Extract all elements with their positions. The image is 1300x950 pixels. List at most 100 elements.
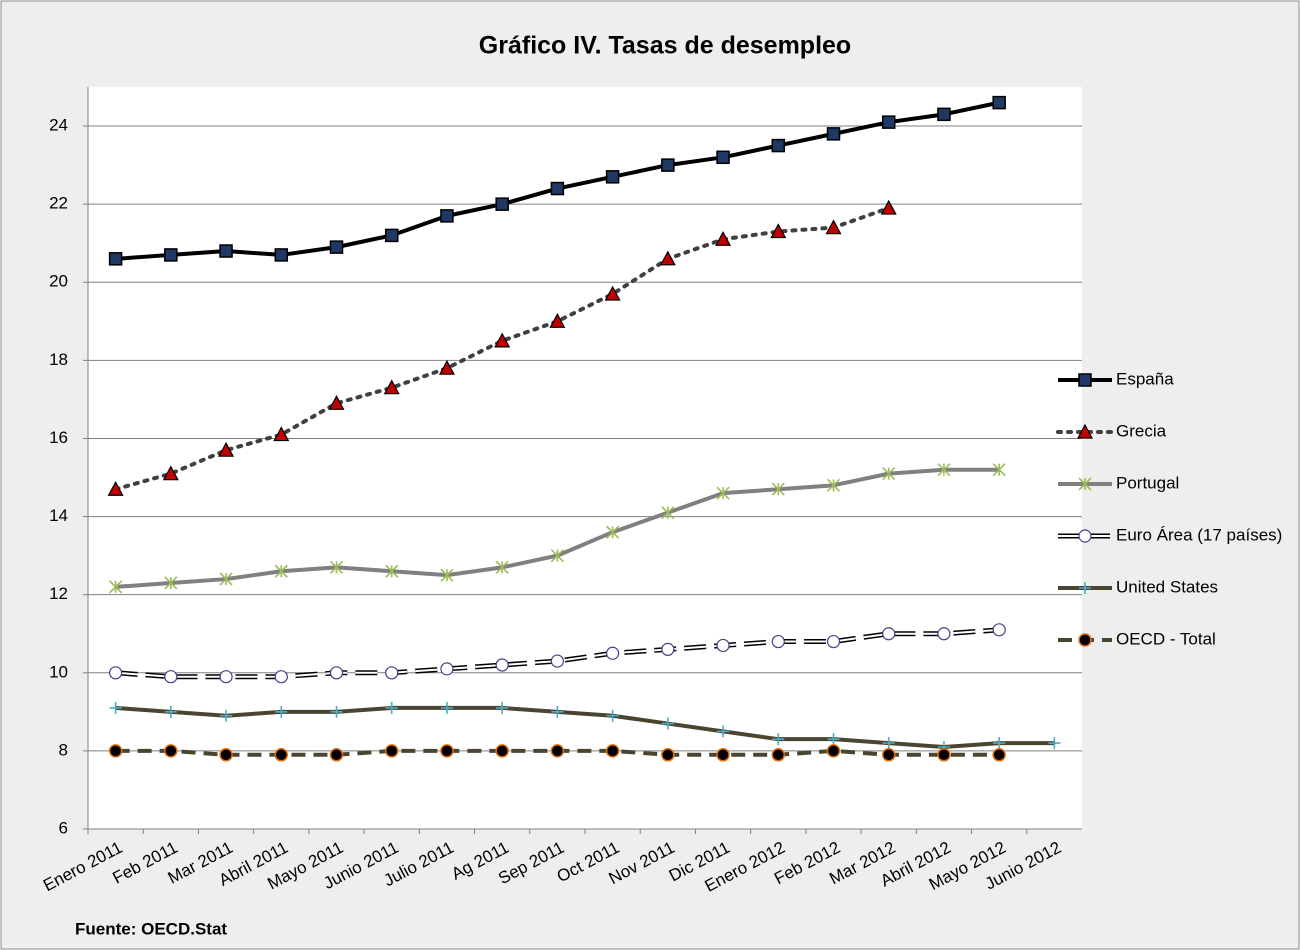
legend-label: España bbox=[1116, 369, 1174, 388]
marker bbox=[384, 228, 399, 243]
y-tick-label: 6 bbox=[59, 818, 68, 837]
marker bbox=[549, 313, 566, 328]
y-tick-label: 12 bbox=[49, 584, 68, 603]
legend-label: Portugal bbox=[1116, 473, 1179, 492]
marker bbox=[328, 395, 345, 410]
marker bbox=[771, 482, 785, 496]
marker bbox=[771, 634, 785, 649]
marker bbox=[274, 748, 289, 762]
marker bbox=[385, 666, 399, 680]
chart-title: Gráfico IV. Tasas de desempleo bbox=[479, 32, 851, 60]
marker bbox=[606, 646, 620, 660]
marker bbox=[993, 737, 1006, 750]
marker bbox=[550, 744, 565, 758]
marker bbox=[937, 107, 951, 122]
legend-marker bbox=[1076, 423, 1094, 439]
marker bbox=[715, 231, 732, 246]
marker bbox=[772, 733, 785, 746]
legend-marker bbox=[1079, 582, 1091, 594]
y-tick-label: 20 bbox=[49, 272, 68, 291]
marker bbox=[496, 701, 509, 714]
marker bbox=[108, 744, 123, 758]
marker bbox=[219, 748, 233, 762]
marker bbox=[164, 576, 178, 590]
marker bbox=[220, 709, 233, 722]
marker bbox=[992, 463, 1006, 477]
legend-label: Grecia bbox=[1116, 421, 1167, 440]
marker bbox=[494, 332, 511, 348]
marker bbox=[882, 467, 896, 481]
marker bbox=[330, 705, 343, 718]
legend-label: OECD - Total bbox=[1116, 629, 1216, 648]
marker bbox=[717, 725, 730, 738]
legend-marker bbox=[1078, 477, 1092, 491]
legend-marker bbox=[1078, 373, 1092, 387]
marker bbox=[329, 560, 344, 574]
marker bbox=[937, 627, 951, 641]
marker bbox=[273, 426, 290, 442]
marker bbox=[771, 138, 786, 153]
y-tick-label: 18 bbox=[49, 350, 68, 369]
marker bbox=[218, 441, 235, 457]
marker bbox=[881, 115, 896, 129]
marker bbox=[826, 744, 841, 758]
source-note: Fuente: OECD.Stat bbox=[75, 919, 227, 938]
marker bbox=[108, 252, 123, 266]
marker bbox=[826, 127, 841, 141]
marker bbox=[661, 158, 675, 172]
marker bbox=[495, 560, 509, 574]
marker bbox=[661, 642, 675, 656]
marker bbox=[109, 701, 122, 714]
marker bbox=[164, 248, 178, 262]
marker bbox=[164, 744, 178, 758]
legend-label: Euro Área (17 países) bbox=[1116, 525, 1282, 544]
marker bbox=[606, 709, 619, 722]
y-tick-label: 16 bbox=[49, 428, 68, 447]
marker bbox=[109, 666, 123, 680]
marker bbox=[1048, 737, 1061, 750]
marker bbox=[937, 463, 951, 477]
marker bbox=[550, 549, 564, 563]
marker bbox=[109, 580, 123, 594]
marker bbox=[605, 170, 620, 184]
marker bbox=[550, 181, 565, 196]
marker bbox=[438, 359, 455, 375]
marker bbox=[661, 717, 674, 730]
marker bbox=[605, 744, 620, 758]
marker bbox=[495, 744, 509, 758]
marker bbox=[384, 744, 399, 758]
marker bbox=[162, 465, 179, 481]
marker bbox=[882, 737, 895, 750]
y-tick-label: 10 bbox=[49, 662, 68, 681]
marker bbox=[385, 564, 399, 578]
marker bbox=[827, 733, 840, 746]
y-tick-label: 8 bbox=[59, 740, 68, 759]
marker bbox=[882, 627, 896, 641]
y-tick-label: 24 bbox=[49, 116, 68, 135]
marker bbox=[770, 223, 787, 239]
marker bbox=[495, 658, 509, 672]
marker bbox=[604, 285, 621, 301]
marker bbox=[937, 748, 951, 762]
marker bbox=[383, 379, 400, 395]
marker bbox=[880, 199, 897, 215]
marker bbox=[440, 701, 453, 714]
marker bbox=[385, 701, 398, 714]
marker bbox=[826, 634, 841, 649]
marker bbox=[440, 744, 454, 758]
marker bbox=[716, 150, 730, 165]
marker bbox=[219, 244, 233, 258]
marker bbox=[107, 480, 124, 496]
plot-area bbox=[88, 87, 1082, 829]
series-line-inner bbox=[115, 628, 1000, 678]
marker bbox=[164, 670, 178, 684]
marker bbox=[716, 748, 730, 762]
legend-label: United States bbox=[1116, 577, 1218, 596]
marker bbox=[716, 638, 730, 653]
marker bbox=[716, 486, 730, 500]
marker bbox=[440, 209, 454, 223]
marker bbox=[992, 623, 1006, 637]
marker bbox=[826, 478, 841, 492]
